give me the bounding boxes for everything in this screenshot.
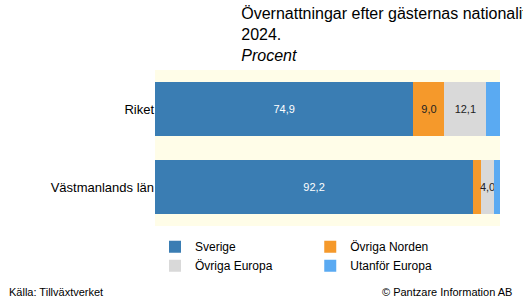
svg-text:9,0: 9,0 <box>421 103 436 115</box>
svg-text:12,1: 12,1 <box>455 103 476 115</box>
svg-text:Sverige: Sverige <box>195 240 236 254</box>
svg-text:4,0: 4,0 <box>480 181 495 193</box>
svg-text:Övriga Norden: Övriga Norden <box>350 240 428 254</box>
svg-text:92,2: 92,2 <box>303 181 324 193</box>
svg-text:Västmanlands län: Västmanlands län <box>51 180 154 195</box>
svg-text:Utanför Europa: Utanför Europa <box>350 259 432 273</box>
svg-text:Övriga Europa: Övriga Europa <box>195 259 273 273</box>
svg-text:Källa: Tillväxtverket: Källa: Tillväxtverket <box>9 286 103 298</box>
svg-text:Riket: Riket <box>124 102 154 117</box>
svg-text:Övernattningar efter gästernas: Övernattningar efter gästernas nationali… <box>241 5 523 64</box>
svg-text:© Pantzare Information AB: © Pantzare Information AB <box>382 286 512 298</box>
svg-text:74,9: 74,9 <box>273 103 294 115</box>
